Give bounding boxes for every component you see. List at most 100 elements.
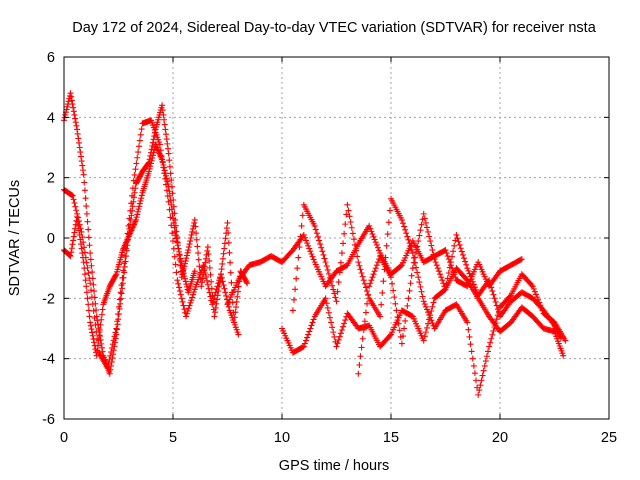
data-point <box>209 301 216 308</box>
data-point <box>403 310 410 317</box>
data-point <box>421 333 428 340</box>
data-point <box>81 187 88 194</box>
data-point <box>79 162 86 169</box>
data-point <box>120 267 127 274</box>
data-point <box>135 143 142 150</box>
data-point <box>394 314 401 321</box>
data-point <box>174 238 181 245</box>
data-point <box>517 256 524 263</box>
data-point <box>306 328 313 335</box>
data-point <box>227 259 234 266</box>
tick-labels: 0 5 10 15 20 25 -6 -4 -2 0 2 4 6 <box>42 50 617 446</box>
data-point <box>305 331 312 338</box>
data-point <box>185 244 192 251</box>
data-point <box>71 200 78 207</box>
data-point <box>81 271 88 278</box>
data-point <box>310 256 317 263</box>
data-point <box>301 340 308 347</box>
data-point <box>180 270 187 277</box>
data-point <box>67 253 74 260</box>
data-point <box>205 285 212 292</box>
data-point <box>184 308 191 315</box>
data-point <box>429 303 436 310</box>
data-point <box>72 119 79 126</box>
data-point <box>300 343 307 350</box>
data-point <box>119 285 126 292</box>
data-point <box>121 260 128 267</box>
data-point <box>64 103 71 110</box>
data-point <box>70 237 77 244</box>
data-point <box>301 234 308 241</box>
data-point <box>368 277 375 284</box>
data-point <box>372 239 379 246</box>
data-point <box>390 287 397 294</box>
data-point <box>402 226 409 233</box>
data-point <box>163 172 170 179</box>
data-point <box>138 126 145 133</box>
data-point <box>97 321 104 328</box>
data-point <box>213 300 220 307</box>
data-point <box>204 281 211 288</box>
data-point <box>337 259 344 266</box>
data-point <box>234 288 241 295</box>
data-point <box>234 293 241 300</box>
data-point <box>113 325 120 332</box>
data-point <box>96 327 103 334</box>
data-point <box>372 265 379 272</box>
data-point <box>398 340 405 347</box>
data-point <box>413 264 420 271</box>
data-point <box>70 196 77 203</box>
data-point <box>475 391 482 398</box>
data-point <box>329 324 336 331</box>
data-point <box>357 353 364 360</box>
data-point <box>399 333 406 340</box>
data-point <box>186 241 193 248</box>
data-point <box>398 216 405 223</box>
x-tick-label: 20 <box>492 430 508 446</box>
data-point <box>395 320 402 327</box>
data-point <box>72 203 79 210</box>
data-point <box>159 156 166 163</box>
data-point <box>85 226 92 233</box>
data-point <box>430 299 437 306</box>
data-point <box>306 245 313 252</box>
data-point <box>207 293 214 300</box>
data-point <box>401 325 408 332</box>
data-point <box>182 278 189 285</box>
data-point <box>467 273 474 280</box>
data-point <box>432 259 439 266</box>
data-point <box>321 255 328 262</box>
data-point <box>481 362 488 369</box>
data-point <box>180 302 187 309</box>
data-point <box>325 309 332 316</box>
data-point <box>420 298 427 305</box>
data-point <box>328 278 335 285</box>
data-point <box>420 337 427 344</box>
data-point <box>354 253 361 260</box>
data-point <box>371 236 378 243</box>
data-point <box>430 251 437 258</box>
data-point <box>468 348 475 355</box>
data-point <box>131 171 138 178</box>
data-point <box>122 253 129 260</box>
data-point <box>202 269 209 276</box>
data-point <box>202 255 209 262</box>
data-point <box>427 238 434 245</box>
data-point <box>362 284 369 291</box>
data-point <box>408 272 415 279</box>
data-point <box>506 293 513 300</box>
data-point <box>479 372 486 379</box>
data-point <box>408 246 415 253</box>
data-point <box>342 317 349 324</box>
data-point <box>89 269 96 276</box>
data-point <box>309 253 316 260</box>
data-point <box>342 221 349 228</box>
data-point <box>324 304 331 311</box>
data-point <box>337 330 344 337</box>
data-point <box>115 303 122 310</box>
data-point <box>190 291 197 298</box>
data-point <box>220 282 227 289</box>
data-point <box>161 116 168 123</box>
data-point <box>292 286 299 293</box>
data-point <box>82 195 89 202</box>
